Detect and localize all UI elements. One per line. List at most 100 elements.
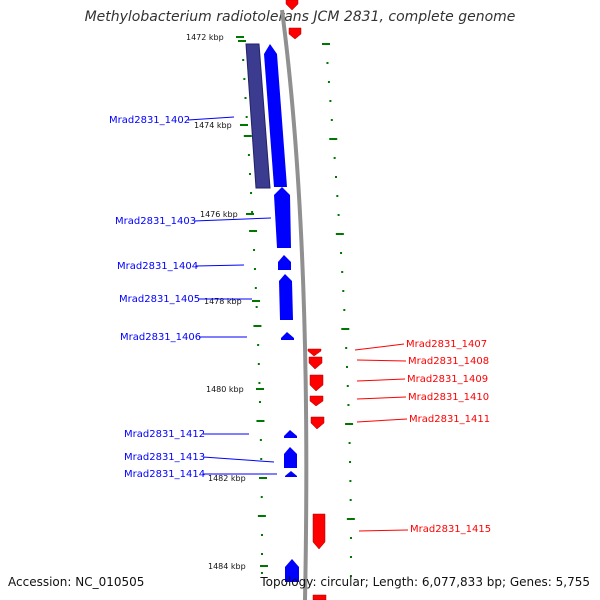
accession-label: Accession: NC_010505 xyxy=(8,575,145,589)
tick-mark xyxy=(244,97,247,99)
reverse-gene-arrow[interactable] xyxy=(309,374,324,392)
tick-mark xyxy=(341,271,344,273)
tick-mark xyxy=(349,480,352,482)
kbp-label: 1478 kbp xyxy=(204,297,242,306)
tick-mark xyxy=(260,534,263,536)
reverse-gene-arrow[interactable] xyxy=(308,356,323,370)
forward-gene-label[interactable]: Mrad2831_1406 xyxy=(120,332,201,343)
tick-mark xyxy=(322,43,330,45)
forward-gene-label[interactable]: Mrad2831_1402 xyxy=(109,115,190,126)
tick-mark xyxy=(242,59,245,61)
kbp-label: 1476 kbp xyxy=(200,210,238,219)
forward-gene-arrow[interactable] xyxy=(274,187,291,248)
reverse-gene-arrow[interactable] xyxy=(285,0,299,11)
tick-mark xyxy=(326,62,329,64)
tick-mark xyxy=(330,119,333,121)
genome-summary: Topology: circular; Length: 6,077,833 bp… xyxy=(260,575,590,589)
tick-mark xyxy=(255,306,258,308)
forward-gene-arrow[interactable] xyxy=(278,255,291,270)
reverse-gene-label[interactable]: Mrad2831_1409 xyxy=(407,374,488,385)
reverse-gene-arrow[interactable] xyxy=(310,416,325,430)
forward-gene-arrow[interactable] xyxy=(285,471,297,477)
genome-backbone xyxy=(280,9,309,600)
tick-mark xyxy=(335,233,344,235)
tick-mark xyxy=(250,192,253,194)
forward-gene-label[interactable]: Mrad2831_1403 xyxy=(115,216,196,227)
reverse-gene-label[interactable]: Mrad2831_1411 xyxy=(409,414,490,425)
forward-gene-label[interactable]: Mrad2831_1412 xyxy=(124,429,205,440)
tick-mark xyxy=(253,268,256,270)
kbp-tick xyxy=(246,213,254,215)
tick-mark xyxy=(349,461,352,463)
reverse-gene-arrow[interactable] xyxy=(288,27,302,40)
tick-mark xyxy=(238,40,246,42)
tick-mark xyxy=(260,496,263,498)
forward-gene-arrow[interactable] xyxy=(279,274,293,320)
reverse-gene-arrow[interactable] xyxy=(312,513,326,550)
tick-mark xyxy=(258,382,261,384)
reverse-gene-label[interactable]: Mrad2831_1408 xyxy=(408,356,489,367)
tick-mark xyxy=(254,287,257,289)
forward-gene-arrow[interactable] xyxy=(284,430,297,438)
leader-line xyxy=(356,359,407,362)
tick-mark xyxy=(349,556,352,558)
reverse-gene-arrow[interactable] xyxy=(307,348,322,357)
gene-labels: Mrad2831_1402 Mrad2831_1403 Mrad2831_1404 M… xyxy=(109,115,491,535)
tick-mark xyxy=(248,173,251,175)
forward-gene-arrow[interactable] xyxy=(264,44,287,187)
tick-mark xyxy=(260,458,263,460)
leader-line xyxy=(358,529,409,532)
kbp-label: 1480 kbp xyxy=(206,385,244,394)
tick-mark xyxy=(345,423,354,425)
tick-mark xyxy=(253,325,262,327)
kbp-tick xyxy=(256,388,264,390)
forward-gene-label[interactable]: Mrad2831_1404 xyxy=(117,261,198,272)
tick-mark xyxy=(260,553,263,555)
tick-mark xyxy=(243,135,252,137)
kbp-tick xyxy=(252,300,260,302)
reverse-gene-label[interactable]: Mrad2831_1410 xyxy=(408,392,489,403)
forward-gene-label[interactable]: Mrad2831_1413 xyxy=(124,452,205,463)
tick-mark xyxy=(349,499,352,501)
reverse-gene-label[interactable]: Mrad2831_1407 xyxy=(406,339,487,350)
leader-line xyxy=(195,264,245,267)
leader-line xyxy=(187,116,235,121)
forward-gene-label[interactable]: Mrad2831_1405 xyxy=(119,294,200,305)
tick-mark xyxy=(257,515,266,517)
tick-mark xyxy=(341,328,350,330)
kbp-tick xyxy=(240,124,248,126)
tick-mark xyxy=(243,78,246,80)
tick-mark xyxy=(348,442,351,444)
tick-mark xyxy=(253,249,256,251)
forward-gene-arrow[interactable] xyxy=(281,332,294,340)
tick-mark xyxy=(258,401,261,403)
tick-mark xyxy=(327,81,330,83)
kbp-tick xyxy=(259,477,267,479)
tick-mark xyxy=(345,347,348,349)
tick-mark xyxy=(257,363,260,365)
outer-tick-track xyxy=(322,43,355,577)
tick-mark xyxy=(340,252,343,254)
tick-mark xyxy=(256,420,265,422)
tick-mark xyxy=(334,176,337,178)
tick-mark xyxy=(346,518,355,520)
forward-gene-arrow[interactable] xyxy=(284,447,297,468)
tick-mark xyxy=(349,537,352,539)
gene-track xyxy=(264,0,327,600)
tick-mark xyxy=(259,439,262,441)
kbp-label: 1482 kbp xyxy=(208,474,246,483)
tick-mark xyxy=(343,309,346,311)
tick-mark xyxy=(342,290,345,292)
reverse-gene-label[interactable]: Mrad2831_1415 xyxy=(410,524,491,535)
tick-mark xyxy=(333,157,336,159)
reverse-gene-arrow[interactable] xyxy=(309,395,324,407)
reverse-gene-arrow[interactable] xyxy=(312,594,327,600)
forward-gene-label[interactable]: Mrad2831_1414 xyxy=(124,469,205,480)
tick-mark xyxy=(249,230,258,232)
forward-gene-arrow[interactable] xyxy=(285,559,299,582)
leader-line xyxy=(202,456,275,463)
leader-line xyxy=(356,396,407,400)
tick-mark xyxy=(336,195,339,197)
kbp-scale: 1472 kbp 1474 kbp 1476 kbp 1478 kbp 1480 kbp… xyxy=(186,33,268,571)
tick-mark xyxy=(257,344,260,346)
